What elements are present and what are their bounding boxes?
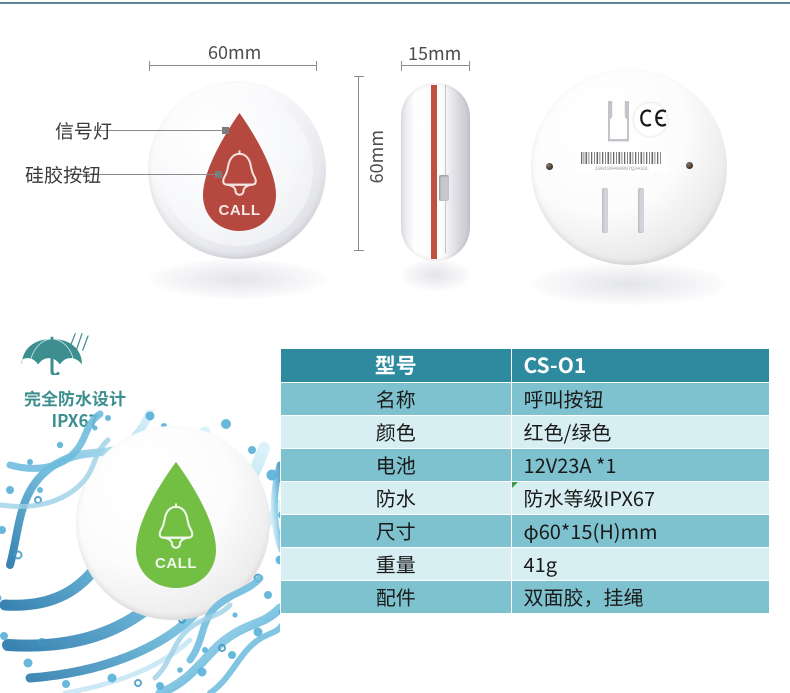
svg-text:CALL: CALL [219, 202, 261, 219]
svg-text:CALL: CALL [155, 555, 197, 572]
svg-text:100189490007Q3433L: 100189490007Q3433L [595, 166, 649, 172]
